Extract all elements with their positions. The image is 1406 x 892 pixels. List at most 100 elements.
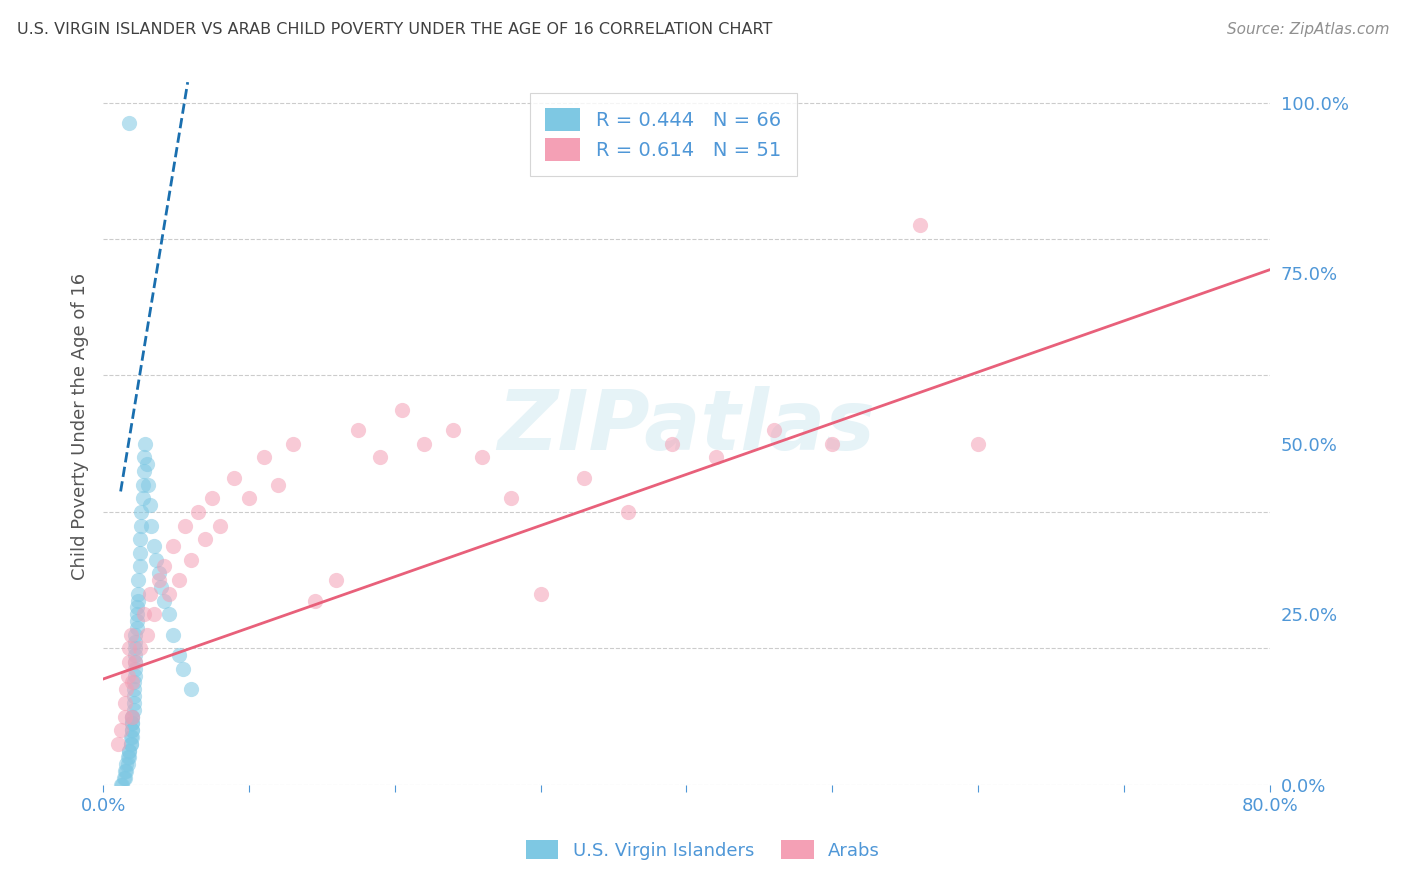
Point — [114, 696, 136, 710]
Point — [121, 730, 143, 744]
Point — [135, 628, 157, 642]
Point — [131, 491, 153, 506]
Point — [121, 709, 143, 723]
Point — [139, 587, 162, 601]
Point — [118, 750, 141, 764]
Point — [153, 593, 176, 607]
Point — [208, 518, 231, 533]
Point — [157, 587, 180, 601]
Point — [162, 539, 184, 553]
Point — [118, 744, 141, 758]
Point — [139, 498, 162, 512]
Legend: R = 0.444   N = 66, R = 0.614   N = 51: R = 0.444 N = 66, R = 0.614 N = 51 — [530, 93, 797, 177]
Point — [180, 552, 202, 566]
Point — [121, 723, 143, 738]
Point — [122, 696, 145, 710]
Point — [148, 566, 170, 581]
Point — [224, 471, 246, 485]
Point — [347, 423, 370, 437]
Point — [153, 559, 176, 574]
Point — [117, 757, 139, 772]
Point — [704, 450, 727, 465]
Point — [121, 675, 143, 690]
Point — [124, 634, 146, 648]
Point — [132, 450, 155, 465]
Point — [120, 737, 142, 751]
Point — [471, 450, 494, 465]
Point — [167, 573, 190, 587]
Point — [124, 655, 146, 669]
Point — [138, 477, 160, 491]
Point — [238, 491, 260, 506]
Point — [114, 771, 136, 785]
Point — [967, 436, 990, 450]
Point — [124, 668, 146, 682]
Point — [141, 518, 163, 533]
Point — [162, 628, 184, 642]
Y-axis label: Child Poverty Under the Age of 16: Child Poverty Under the Age of 16 — [72, 273, 89, 580]
Point — [167, 648, 190, 662]
Point — [150, 580, 173, 594]
Point — [125, 607, 148, 622]
Point — [124, 641, 146, 656]
Point — [180, 682, 202, 697]
Point — [120, 730, 142, 744]
Point — [281, 436, 304, 450]
Point — [391, 402, 413, 417]
Point — [117, 668, 139, 682]
Point — [114, 764, 136, 778]
Point — [131, 477, 153, 491]
Point — [121, 716, 143, 731]
Text: ZIPatlas: ZIPatlas — [498, 386, 876, 467]
Point — [124, 648, 146, 662]
Point — [120, 628, 142, 642]
Point — [128, 559, 150, 574]
Point — [413, 436, 436, 450]
Point — [135, 457, 157, 471]
Point — [529, 587, 551, 601]
Point — [127, 587, 149, 601]
Point — [501, 491, 523, 506]
Point — [194, 532, 217, 546]
Text: U.S. VIRGIN ISLANDER VS ARAB CHILD POVERTY UNDER THE AGE OF 16 CORRELATION CHART: U.S. VIRGIN ISLANDER VS ARAB CHILD POVER… — [17, 22, 772, 37]
Point — [574, 471, 596, 485]
Point — [128, 532, 150, 546]
Point — [112, 771, 135, 785]
Point — [132, 607, 155, 622]
Point — [128, 546, 150, 560]
Point — [115, 682, 138, 697]
Point — [134, 436, 156, 450]
Point — [120, 737, 142, 751]
Point — [121, 723, 143, 738]
Point — [122, 689, 145, 703]
Point — [173, 518, 195, 533]
Point — [127, 573, 149, 587]
Point — [111, 778, 134, 792]
Text: Source: ZipAtlas.com: Source: ZipAtlas.com — [1226, 22, 1389, 37]
Point — [118, 116, 141, 130]
Point — [128, 641, 150, 656]
Point — [125, 621, 148, 635]
Point — [107, 737, 129, 751]
Point — [118, 641, 141, 656]
Point — [122, 675, 145, 690]
Point — [127, 593, 149, 607]
Point — [145, 552, 167, 566]
Point — [118, 744, 141, 758]
Point — [118, 655, 141, 669]
Point — [124, 662, 146, 676]
Point — [762, 423, 785, 437]
Point — [110, 778, 132, 792]
Point — [129, 505, 152, 519]
Point — [661, 436, 683, 450]
Point — [122, 682, 145, 697]
Point — [115, 757, 138, 772]
Point — [125, 600, 148, 615]
Point — [172, 662, 194, 676]
Point — [368, 450, 391, 465]
Point — [114, 709, 136, 723]
Point — [441, 423, 464, 437]
Point — [121, 709, 143, 723]
Point — [122, 703, 145, 717]
Point — [110, 723, 132, 738]
